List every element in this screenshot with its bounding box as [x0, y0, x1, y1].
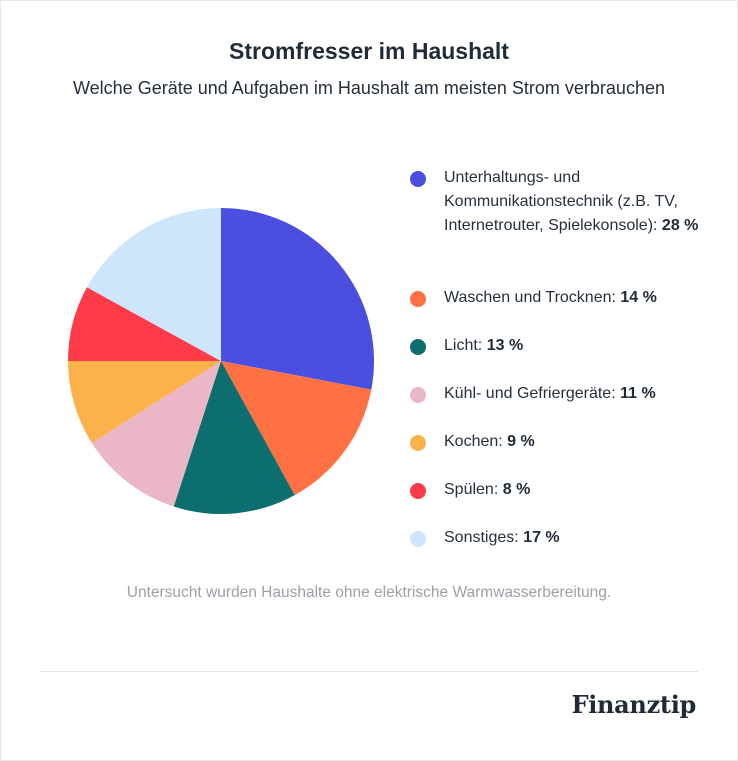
divider — [40, 671, 698, 672]
pie-slice-3 — [91, 361, 221, 507]
legend-label: Kochen: — [444, 433, 503, 450]
legend-label: Kühl- und Gefriergeräte: — [444, 385, 616, 402]
chart-title: Stromfresser im Haushalt — [229, 38, 509, 64]
footnote: Untersucht wurden Haushalte ohne elektri… — [126, 584, 612, 601]
chart-subtitle: Welche Geräte und Aufgaben im Haushalt a… — [73, 78, 665, 98]
legend-item-dishwashing: Spülen: 8 % — [410, 478, 704, 502]
legend-swatch — [410, 387, 426, 403]
pie-slice-1 — [221, 361, 372, 496]
legend-value: 14 % — [620, 289, 657, 306]
legend-label: Spülen: — [444, 481, 499, 498]
legend-item-other: Sonstiges: 17 % — [410, 526, 704, 550]
legend-swatch — [410, 435, 426, 451]
legend-item-cooling: Kühl- und Gefriergeräte: 11 % — [410, 382, 704, 406]
pie-slice-0 — [221, 208, 375, 390]
legend-value: 11 % — [620, 385, 656, 402]
legend-label: Sonstiges: — [444, 529, 519, 546]
legend-value: 8 % — [502, 481, 531, 498]
brand-logo: Finanztip — [571, 690, 696, 719]
legend-item-cooking: Kochen: 9 % — [410, 430, 704, 454]
pie-slice-6 — [86, 208, 221, 361]
legend-label: Waschen und Trocknen: — [444, 289, 616, 306]
legend-value: 17 % — [523, 529, 560, 546]
pie-slice-2 — [173, 361, 295, 514]
legend-value: 13 % — [486, 337, 524, 354]
legend-swatch — [410, 171, 426, 187]
pie-slice-4 — [68, 361, 221, 443]
legend-label: Unterhaltungs- und Kommunikationstechnik… — [444, 169, 678, 234]
legend-swatch — [410, 531, 426, 547]
legend-item-entertainment: Unterhaltungs- und Kommunikationstechnik… — [410, 166, 704, 238]
legend-label: Licht: — [444, 337, 483, 354]
legend-swatch — [410, 483, 426, 499]
pie-slice-5 — [68, 287, 221, 361]
legend-value: 9 % — [507, 433, 535, 450]
pie-chart — [68, 208, 375, 514]
legend-item-washing: Waschen und Trocknen: 14 % — [410, 286, 704, 310]
legend-item-light: Licht: 13 % — [410, 334, 704, 358]
legend-value: 28 % — [661, 217, 699, 234]
legend-swatch — [410, 339, 426, 355]
legend-swatch — [410, 291, 426, 307]
